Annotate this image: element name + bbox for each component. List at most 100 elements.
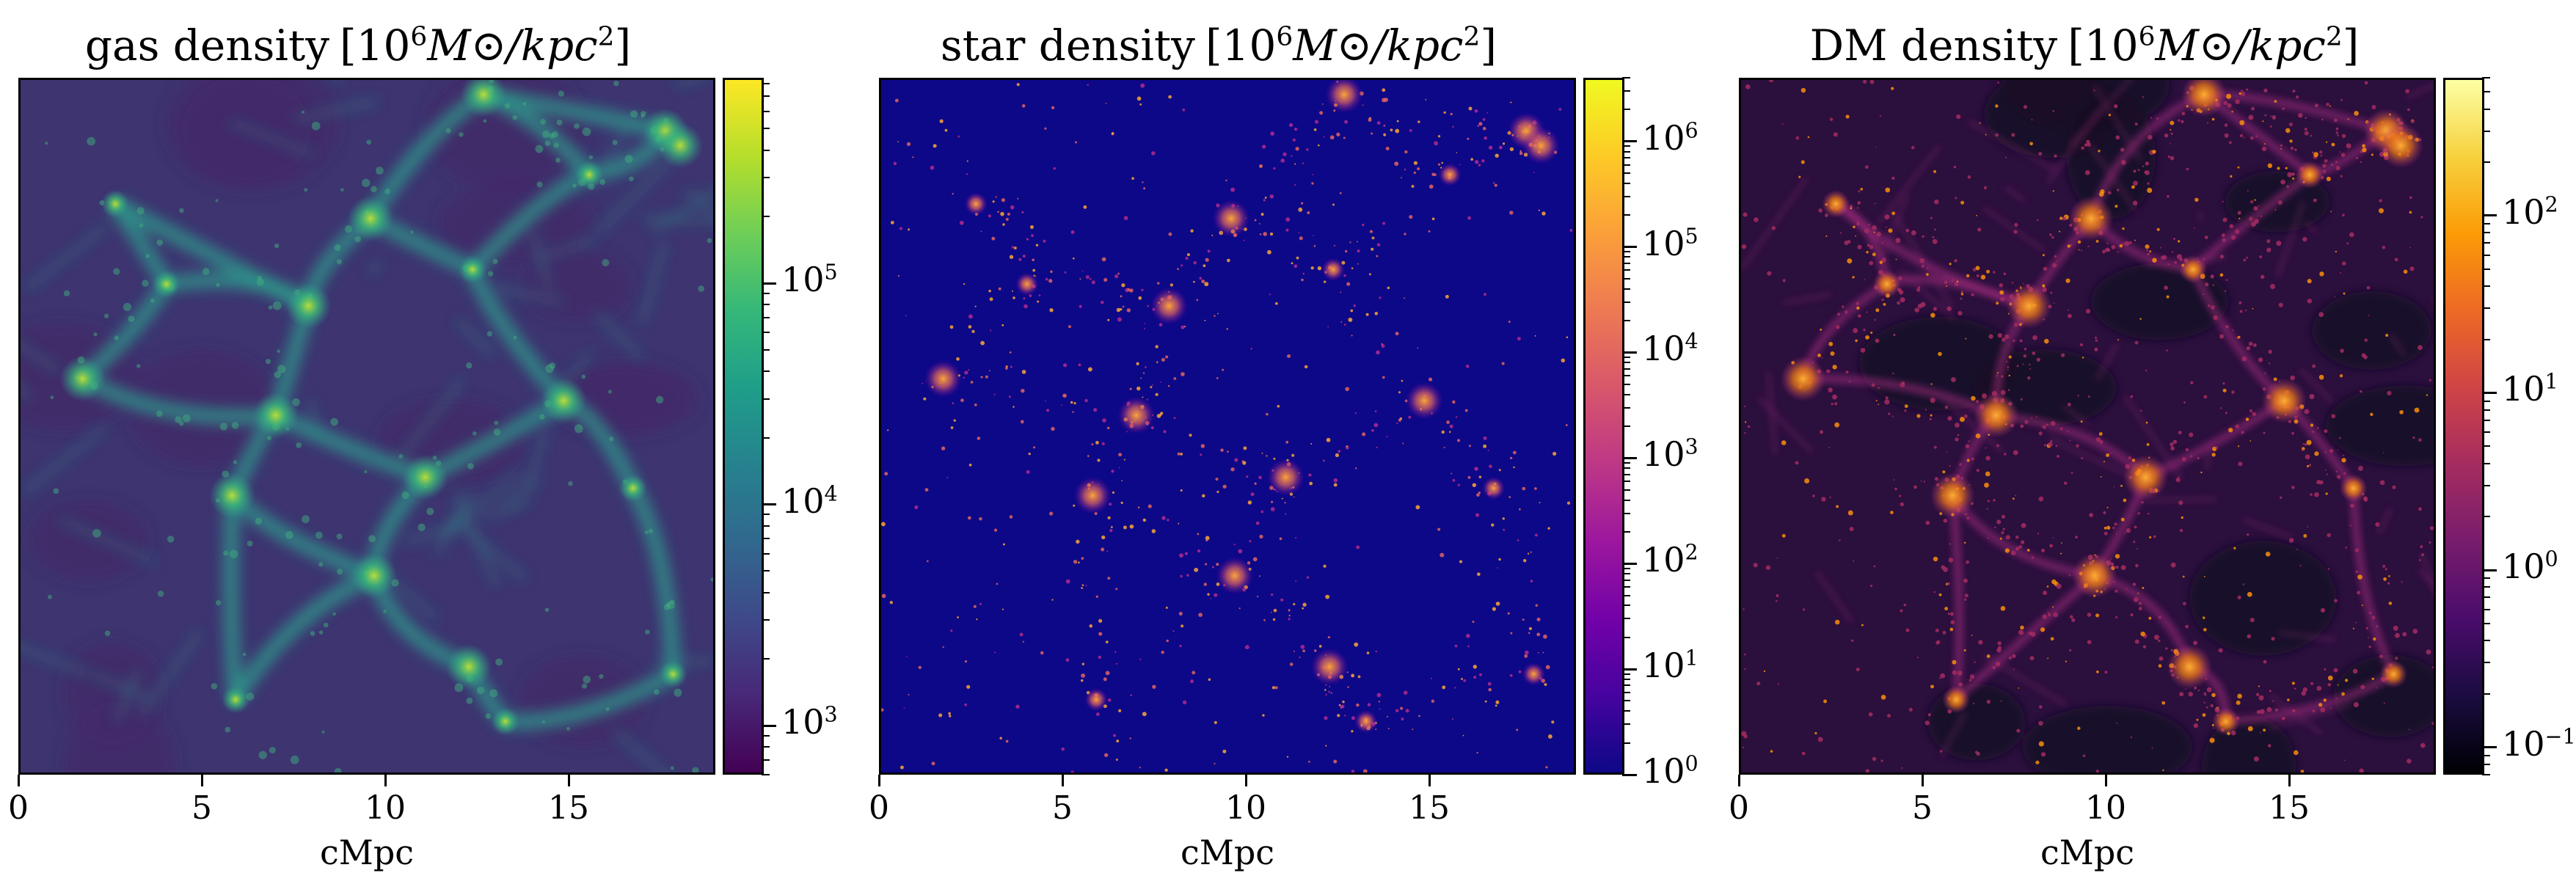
clump	[1302, 607, 1305, 610]
x-tick-label: 0	[1729, 789, 1749, 827]
clump	[2206, 122, 2209, 124]
clump	[2152, 150, 2156, 154]
clump	[2099, 439, 2104, 444]
clump	[1079, 278, 1081, 280]
clump	[1262, 145, 1266, 149]
clump	[1964, 598, 1967, 601]
clump	[1971, 635, 1973, 637]
clump	[1277, 404, 1280, 408]
clump	[1495, 704, 1497, 707]
clump	[2347, 118, 2349, 120]
clump	[2327, 683, 2332, 687]
clump	[1273, 608, 1277, 613]
clump	[2218, 648, 2223, 653]
colorbar-minor-tick	[2482, 77, 2490, 78]
clump	[1741, 244, 1747, 249]
clump	[2383, 577, 2387, 581]
clump	[1130, 694, 1133, 696]
colorbar-minor-tick	[1622, 251, 1630, 253]
clump	[2076, 444, 2079, 448]
clump	[1417, 120, 1420, 123]
clump	[50, 395, 54, 400]
clump	[2122, 227, 2125, 230]
clump	[2094, 336, 2097, 339]
clump	[318, 562, 324, 567]
clump	[890, 221, 894, 224]
clump	[2181, 120, 2184, 124]
clump	[225, 726, 231, 733]
clump	[1139, 658, 1142, 660]
clump	[2115, 566, 2119, 569]
clump	[1478, 475, 1482, 478]
clump	[2421, 553, 2425, 557]
clump	[656, 395, 664, 403]
clump	[2246, 346, 2251, 351]
filament	[222, 495, 244, 701]
clump	[1545, 766, 1548, 769]
clump	[1035, 244, 1039, 246]
filament	[448, 515, 528, 582]
clump	[2095, 339, 2098, 342]
clump	[1225, 179, 1227, 182]
clump	[1996, 302, 1999, 305]
clump	[553, 142, 559, 148]
filament	[228, 568, 378, 704]
colorbar-minor-tick	[2482, 608, 2490, 610]
clump	[1045, 400, 1046, 402]
clump	[1150, 425, 1154, 430]
clump	[2185, 624, 2189, 629]
halo	[285, 283, 332, 329]
clump	[2278, 302, 2283, 307]
clump	[1826, 369, 1831, 373]
colorbar-minor-tick	[2482, 640, 2490, 642]
clump	[492, 258, 498, 264]
clump	[1105, 640, 1109, 643]
clump	[1122, 305, 1125, 308]
clump	[2077, 395, 2079, 397]
clump	[1048, 511, 1054, 516]
clump	[2194, 197, 2199, 202]
clump	[1798, 175, 1801, 178]
filament	[505, 667, 677, 730]
clump	[301, 110, 305, 114]
gas-colorbar	[723, 78, 764, 775]
clump	[1272, 618, 1276, 621]
clump	[1342, 701, 1345, 704]
clump	[2371, 153, 2374, 156]
clump	[1022, 640, 1024, 643]
clump	[2364, 338, 2368, 342]
clump	[2106, 242, 2109, 244]
clump	[1121, 480, 1123, 482]
clump	[1259, 233, 1262, 235]
clump	[2403, 269, 2408, 274]
halo	[460, 80, 506, 117]
clump	[2142, 645, 2147, 649]
clump	[967, 516, 971, 520]
clump	[1367, 703, 1371, 706]
clump	[1974, 750, 1978, 754]
colorbar-tick-label: 104	[781, 481, 838, 521]
filament	[2377, 507, 2393, 535]
clump	[1193, 280, 1195, 283]
clump	[2261, 146, 2267, 152]
clump	[1883, 302, 1886, 306]
filament	[684, 188, 713, 215]
clump	[2387, 582, 2390, 585]
clump	[1477, 125, 1480, 128]
clump	[2230, 175, 2233, 178]
clump	[2130, 736, 2133, 739]
clump	[2050, 637, 2054, 641]
clump	[445, 128, 451, 134]
clump	[2426, 394, 2429, 396]
clump	[2395, 657, 2398, 660]
clump	[2324, 668, 2327, 671]
clump	[2212, 284, 2214, 287]
clump	[2264, 372, 2266, 374]
clump	[1413, 161, 1417, 165]
clump	[2340, 175, 2343, 178]
clump	[2226, 93, 2232, 99]
clump	[1335, 453, 1340, 458]
clump	[1565, 424, 1568, 426]
clump	[2420, 545, 2423, 549]
tick-base: 10	[2502, 191, 2545, 232]
